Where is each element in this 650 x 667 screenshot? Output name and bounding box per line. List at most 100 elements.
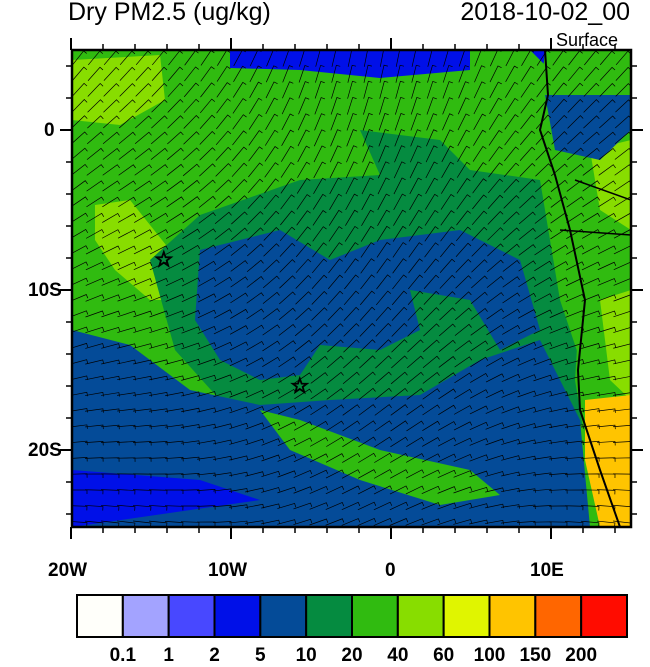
wind-barb — [280, 210, 295, 226]
wind-barb — [390, 420, 408, 432]
wind-barb — [565, 359, 585, 365]
wind-barb — [470, 324, 488, 336]
wind-barb — [503, 227, 520, 241]
wind-barb — [215, 195, 232, 209]
wind-barb — [181, 342, 201, 350]
lat-label-10s: 10S — [28, 280, 62, 301]
wind-barb — [101, 294, 121, 302]
wind-barb — [377, 161, 390, 179]
wind-barb — [426, 80, 437, 99]
wind-barb — [72, 521, 88, 527]
wind-barb — [438, 356, 456, 368]
wind-barb — [101, 229, 121, 239]
colorbar-label: 40 — [387, 645, 409, 666]
wind-barb — [471, 259, 488, 273]
wind-barb — [470, 291, 488, 305]
wind-barb — [534, 244, 552, 256]
wind-barb — [329, 161, 342, 179]
wind-barb — [196, 521, 216, 526]
colorbar-box — [76, 594, 124, 638]
wind-barb — [133, 424, 152, 430]
wind-barb — [379, 80, 389, 99]
wind-barb — [87, 66, 104, 81]
wind-barb — [533, 358, 553, 366]
wind-barb — [343, 306, 360, 321]
wind-barb — [375, 290, 392, 306]
wind-barb — [427, 64, 437, 83]
wind-barb — [409, 193, 423, 210]
wind-barb — [245, 406, 265, 414]
wind-barb — [279, 291, 296, 305]
wind-barb — [422, 372, 440, 384]
wind-barb — [181, 261, 201, 271]
wind-barb — [118, 164, 136, 176]
wind-barb — [517, 504, 536, 510]
wind-barb — [437, 486, 457, 494]
wind-barb — [567, 66, 584, 82]
wind-barb — [389, 469, 409, 479]
wind-barb — [197, 309, 217, 319]
wind-barb — [331, 80, 341, 99]
wind-barb — [199, 130, 216, 145]
wind-barb — [117, 310, 137, 318]
wind-barb — [342, 371, 360, 385]
wind-barb — [149, 245, 169, 255]
wind-barb — [182, 179, 200, 192]
wind-barb — [394, 145, 406, 163]
wind-barb — [248, 130, 263, 146]
wind-barb — [597, 310, 617, 318]
lon-label-0: 0 — [385, 560, 396, 581]
wind-barb — [314, 97, 326, 115]
wind-barb — [598, 147, 616, 160]
wind-barb — [379, 50, 388, 67]
wind-barb — [101, 343, 121, 349]
wind-barb — [439, 291, 456, 305]
star-icon — [290, 375, 310, 395]
wind-barb — [326, 388, 344, 400]
wind-barb — [118, 148, 136, 160]
wind-barb — [341, 469, 361, 479]
wind-barb — [215, 163, 232, 177]
wind-barb — [394, 96, 405, 115]
wind-barb — [395, 80, 405, 99]
wind-barb — [405, 485, 425, 495]
wind-barb — [150, 147, 168, 160]
wind-barb — [426, 129, 438, 147]
wind-barb — [246, 341, 265, 351]
wind-barb — [501, 390, 521, 398]
wind-barb — [213, 455, 232, 461]
wind-barb — [405, 469, 425, 479]
wind-barb — [214, 228, 232, 240]
wind-barb — [133, 520, 152, 527]
wind-barb — [441, 129, 454, 147]
wind-barb — [133, 261, 153, 271]
wind-barb — [469, 389, 489, 399]
wind-barb — [519, 130, 536, 146]
wind-barb — [375, 306, 392, 321]
wind-barb — [214, 293, 233, 303]
wind-barb — [455, 291, 472, 305]
wind-barb — [181, 358, 201, 365]
wind-barb — [277, 405, 297, 415]
wind-barb — [473, 129, 487, 146]
wind-barb — [424, 226, 439, 242]
wind-barb — [149, 520, 168, 527]
wind-barb — [487, 227, 504, 241]
wind-barb — [581, 424, 600, 429]
wind-barb — [390, 404, 408, 416]
wind-barb — [442, 97, 454, 115]
wind-barb — [84, 440, 104, 446]
wind-barb — [598, 196, 617, 208]
wind-barb — [148, 505, 168, 511]
wind-barb — [342, 436, 361, 448]
wind-barb — [551, 98, 568, 113]
wind-barb — [277, 437, 297, 447]
wind-barb — [86, 164, 104, 176]
wind-barb — [471, 210, 488, 226]
wind-barb — [85, 520, 104, 527]
wind-barb — [408, 258, 423, 274]
wind-barb — [517, 488, 536, 493]
wind-barb — [504, 97, 519, 114]
wind-barb — [150, 212, 169, 223]
wind-barb — [566, 163, 584, 176]
